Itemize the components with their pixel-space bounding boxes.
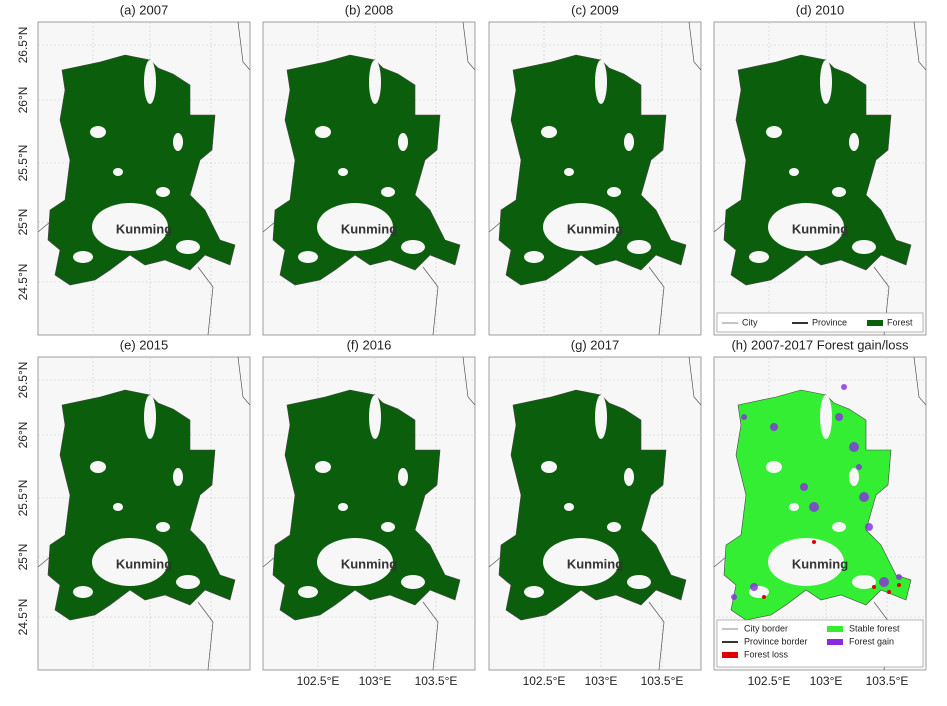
city-label: Kunming (341, 556, 397, 571)
map-panel (37, 21, 251, 336)
x-axis-label: 103°E (359, 674, 392, 688)
y-axis-label: 25.5°N (16, 145, 30, 182)
map-panel (713, 356, 927, 671)
city-label: Kunming (567, 556, 623, 571)
map-panel (488, 356, 702, 671)
city-label: Kunming (792, 221, 848, 236)
forest-gain (800, 483, 808, 491)
panel-title: (a) 2007 (120, 2, 168, 17)
legend-label: City border (744, 623, 788, 633)
forest-gain (841, 384, 847, 390)
y-axis-label: 26°N (16, 87, 30, 114)
forest-gain (896, 574, 902, 580)
forest-loss (897, 583, 901, 587)
city-label: Kunming (341, 221, 397, 236)
x-axis-label: 102.5°E (523, 674, 566, 688)
forest-gain (770, 423, 778, 431)
forest-gain (809, 502, 819, 512)
panel-title: (g) 2017 (571, 337, 619, 352)
forest-gain (741, 414, 747, 420)
y-axis-label: 24.5°N (16, 599, 30, 636)
y-axis-label: 25°N (16, 209, 30, 236)
forest-gain (859, 492, 869, 502)
legend-label: Province (812, 317, 847, 327)
x-axis-label: 102.5°E (748, 674, 791, 688)
map-panel (37, 356, 251, 671)
forest-gain (750, 583, 758, 591)
panel-title: (b) 2008 (345, 2, 393, 17)
city-label: Kunming (116, 556, 172, 571)
legend-box (716, 312, 924, 333)
province-border (262, 356, 476, 671)
legend-label: Forest loss (744, 649, 789, 659)
province-border (37, 356, 251, 671)
forest-gain (835, 413, 843, 421)
province-border (262, 21, 476, 336)
map-panel (262, 21, 476, 336)
y-axis-label: 26.5°N (16, 362, 30, 399)
forest-loss (762, 595, 766, 599)
x-axis-label: 103.5°E (641, 674, 684, 688)
x-axis-label: 102.5°E (297, 674, 340, 688)
y-axis-label: 24.5°N (16, 264, 30, 301)
forest-loss (887, 590, 891, 594)
forest-loss (872, 585, 876, 589)
legend-label: Province border (744, 636, 808, 646)
y-axis-label: 25°N (16, 544, 30, 571)
panel-title: (d) 2010 (796, 2, 844, 17)
map-panel (488, 21, 702, 336)
panel-title: (e) 2015 (120, 337, 168, 352)
x-axis-label: 103°E (585, 674, 618, 688)
y-axis-label: 25.5°N (16, 480, 30, 517)
legend-box (716, 619, 924, 668)
x-axis-label: 103°E (810, 674, 843, 688)
panel-title: (c) 2009 (571, 2, 619, 17)
forest-gain (849, 442, 859, 452)
panel-title: (h) 2007-2017 Forest gain/loss (731, 337, 909, 352)
city-label: Kunming (116, 221, 172, 236)
legend-label: City (742, 317, 758, 327)
legend-label: Forest gain (849, 636, 894, 646)
map-panel (713, 21, 927, 336)
forest-gain (856, 464, 862, 470)
y-axis-label: 26°N (16, 422, 30, 449)
panel-title: (f) 2016 (347, 337, 392, 352)
legend: City border Province border Forest loss Sta… (716, 619, 924, 668)
legend-label: Stable forest (849, 623, 900, 633)
x-axis-label: 103.5°E (866, 674, 909, 688)
legend-label: Forest (887, 317, 913, 327)
map-panel (262, 356, 476, 671)
province-border (488, 356, 702, 671)
forest-gain (731, 594, 737, 600)
forest-gain (865, 523, 873, 531)
legend: City Province Forest (716, 312, 924, 333)
city-label: Kunming (792, 556, 848, 571)
province-border (37, 21, 251, 336)
forest-gain (879, 577, 889, 587)
city-label: Kunming (567, 221, 623, 236)
forest-loss (812, 540, 816, 544)
y-axis-label: 26.5°N (16, 27, 30, 64)
province-border (488, 21, 702, 336)
x-axis-label: 103.5°E (415, 674, 458, 688)
